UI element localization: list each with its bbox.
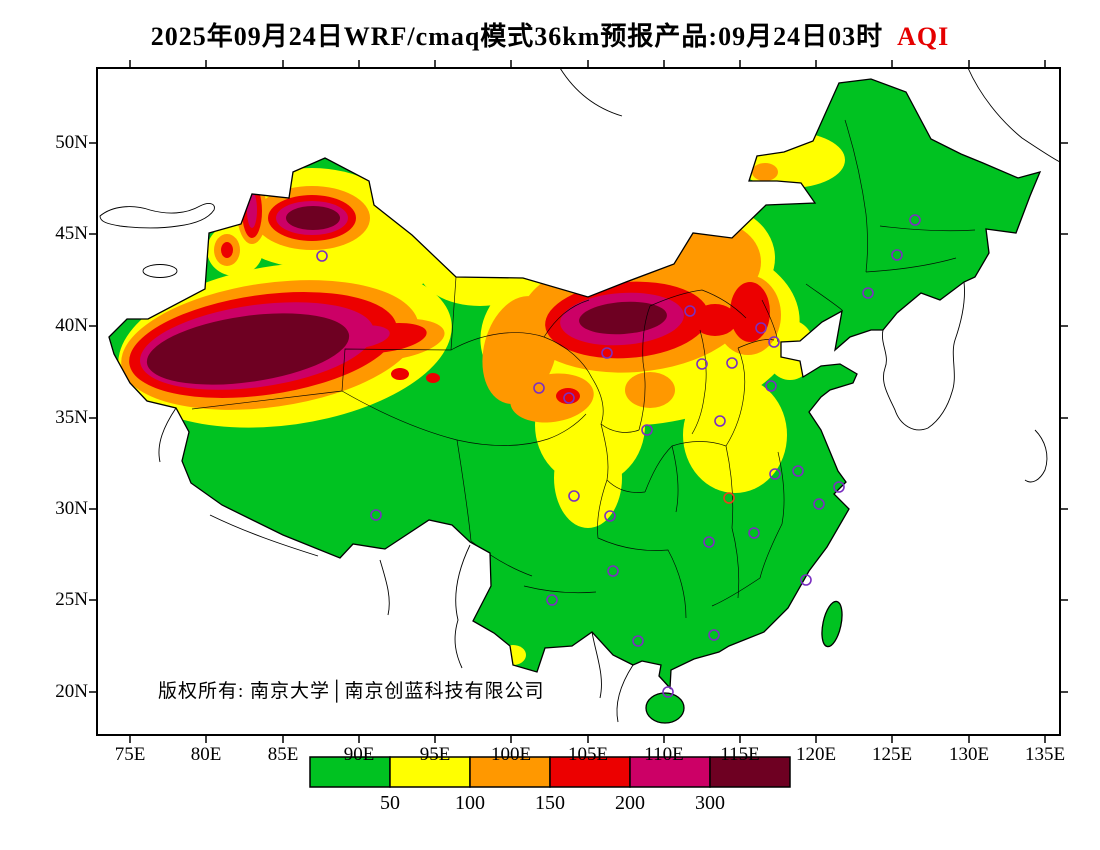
plot-variable-label: AQI (897, 22, 950, 51)
lat-label: 45N (55, 223, 88, 244)
lon-label: 135E (1024, 744, 1066, 765)
copyright-text: 版权所有: 南京大学│南京创蓝科技有限公司 (158, 681, 545, 702)
colorbar (309, 756, 791, 788)
plot-title: 2025年09月24日WRF/cmaq模式36km预报产品:09月24日03时 … (0, 16, 1100, 53)
legend-tick-label: 50 (380, 792, 400, 814)
lat-label: 25N (55, 589, 88, 610)
lon-label: 125E (871, 744, 913, 765)
colorbar-swatch (629, 756, 711, 788)
lon-label: 130E (948, 744, 990, 765)
lon-label: 100E (490, 744, 532, 765)
lon-label: 80E (190, 744, 222, 765)
plot-title-text: 2025年09月24日WRF/cmaq模式36km预报产品:09月24日03时 (150, 22, 884, 51)
lat-label: 20N (55, 681, 88, 702)
lon-label: 85E (267, 744, 299, 765)
foreign-borders (99, 67, 1061, 723)
city-markers (316, 214, 921, 698)
lat-label: 30N (55, 498, 88, 519)
city-marker-highlight (723, 492, 735, 504)
axis-ticks-left (89, 142, 97, 693)
legend-tick-label: 300 (695, 792, 725, 814)
axis-ticks-top (129, 60, 1046, 68)
lon-label: 90E (343, 744, 375, 765)
colorbar-swatch (389, 756, 471, 788)
colorbar-swatch (309, 756, 391, 788)
axis-ticks-bottom (129, 735, 1046, 743)
lon-label: 110E (644, 744, 684, 765)
china-outline (108, 78, 1042, 724)
province-borders (191, 119, 976, 619)
lat-label: 40N (55, 315, 88, 336)
lon-label: 105E (567, 744, 609, 765)
legend-tick-label: 200 (615, 792, 645, 814)
lon-label: 95E (419, 744, 451, 765)
colorbar-swatch (709, 756, 791, 788)
lon-label: 115E (720, 744, 760, 765)
plot-frame (96, 67, 1061, 736)
lat-label: 35N (55, 407, 88, 428)
legend-tick-label: 100 (455, 792, 485, 814)
legend-tick-label: 150 (535, 792, 565, 814)
lon-label: 75E (114, 744, 146, 765)
lat-label: 50N (55, 132, 88, 153)
axis-ticks-right (1060, 142, 1068, 693)
lon-label: 120E (795, 744, 837, 765)
